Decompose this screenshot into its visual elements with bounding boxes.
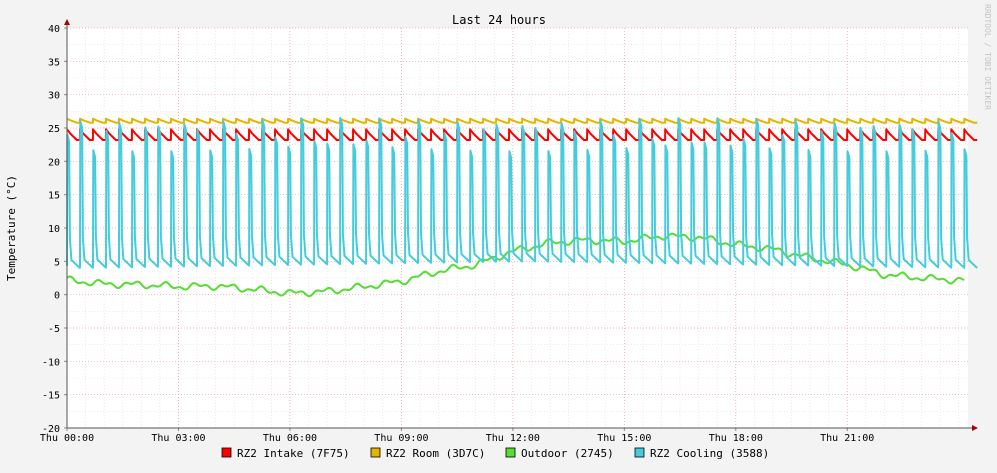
x-tick-label: Thu 12:00: [486, 433, 540, 444]
legend-swatch: [634, 447, 645, 458]
x-tick-label: Thu 21:00: [820, 433, 874, 444]
y-tick-label: 40: [48, 24, 60, 35]
y-tick-label: 0: [54, 291, 60, 302]
y-tick-label: -10: [42, 357, 60, 368]
y-tick-label: 15: [48, 191, 60, 202]
x-tick-label: Thu 09:00: [374, 433, 428, 444]
legend: RZ2 Intake (7F75) RZ2 Room (3D7C) Outdoor …: [221, 447, 769, 460]
legend-label: RZ2 Room (3D7C): [386, 447, 485, 460]
x-tick-label: Thu 15:00: [597, 433, 651, 444]
legend-label: RZ2 Intake (7F75): [237, 447, 350, 460]
series-line-1: [66, 117, 978, 124]
x-axis-arrow: [972, 425, 978, 431]
x-tick-label: Thu 18:00: [709, 433, 763, 444]
y-tick-label: -20: [42, 424, 60, 435]
y-tick-label: 20: [48, 157, 60, 168]
y-tick-labels: -20 -15 -10 -5 0 5 10 15 20 25 30 35 40: [42, 24, 60, 435]
x-tick-labels: Thu 00:00 Thu 03:00 Thu 06:00 Thu 09:00 Thu …: [40, 433, 874, 444]
y-axis-label: Temperature (°C): [5, 175, 18, 281]
legend-label: RZ2 Cooling (3588): [650, 447, 769, 460]
legend-swatch: [505, 447, 516, 458]
x-tick-label: Thu 03:00: [151, 433, 205, 444]
series-layer: [66, 117, 978, 298]
y-axis-arrow: [64, 19, 70, 25]
legend-swatch: [370, 447, 381, 458]
legend-swatch: [221, 447, 232, 458]
y-tick-label: 25: [48, 124, 60, 135]
y-tick-label: 10: [48, 224, 60, 235]
chart-title: Last 24 hours: [452, 13, 546, 27]
x-tick-label: Thu 00:00: [40, 433, 94, 444]
series-line-3: [66, 117, 978, 269]
y-tick-label: -15: [42, 391, 60, 402]
y-tick-label: 5: [54, 257, 60, 268]
y-tick-label: 30: [48, 91, 60, 102]
y-tick-label: 35: [48, 57, 60, 68]
x-tick-label: Thu 06:00: [263, 433, 317, 444]
legend-label: Outdoor (2745): [521, 447, 614, 460]
y-tick-label: -5: [48, 324, 60, 335]
series-line-2: [66, 232, 965, 298]
axes-layer: [64, 19, 978, 431]
watermark: RRDTOOL / TOBI OETIKER: [983, 4, 992, 110]
